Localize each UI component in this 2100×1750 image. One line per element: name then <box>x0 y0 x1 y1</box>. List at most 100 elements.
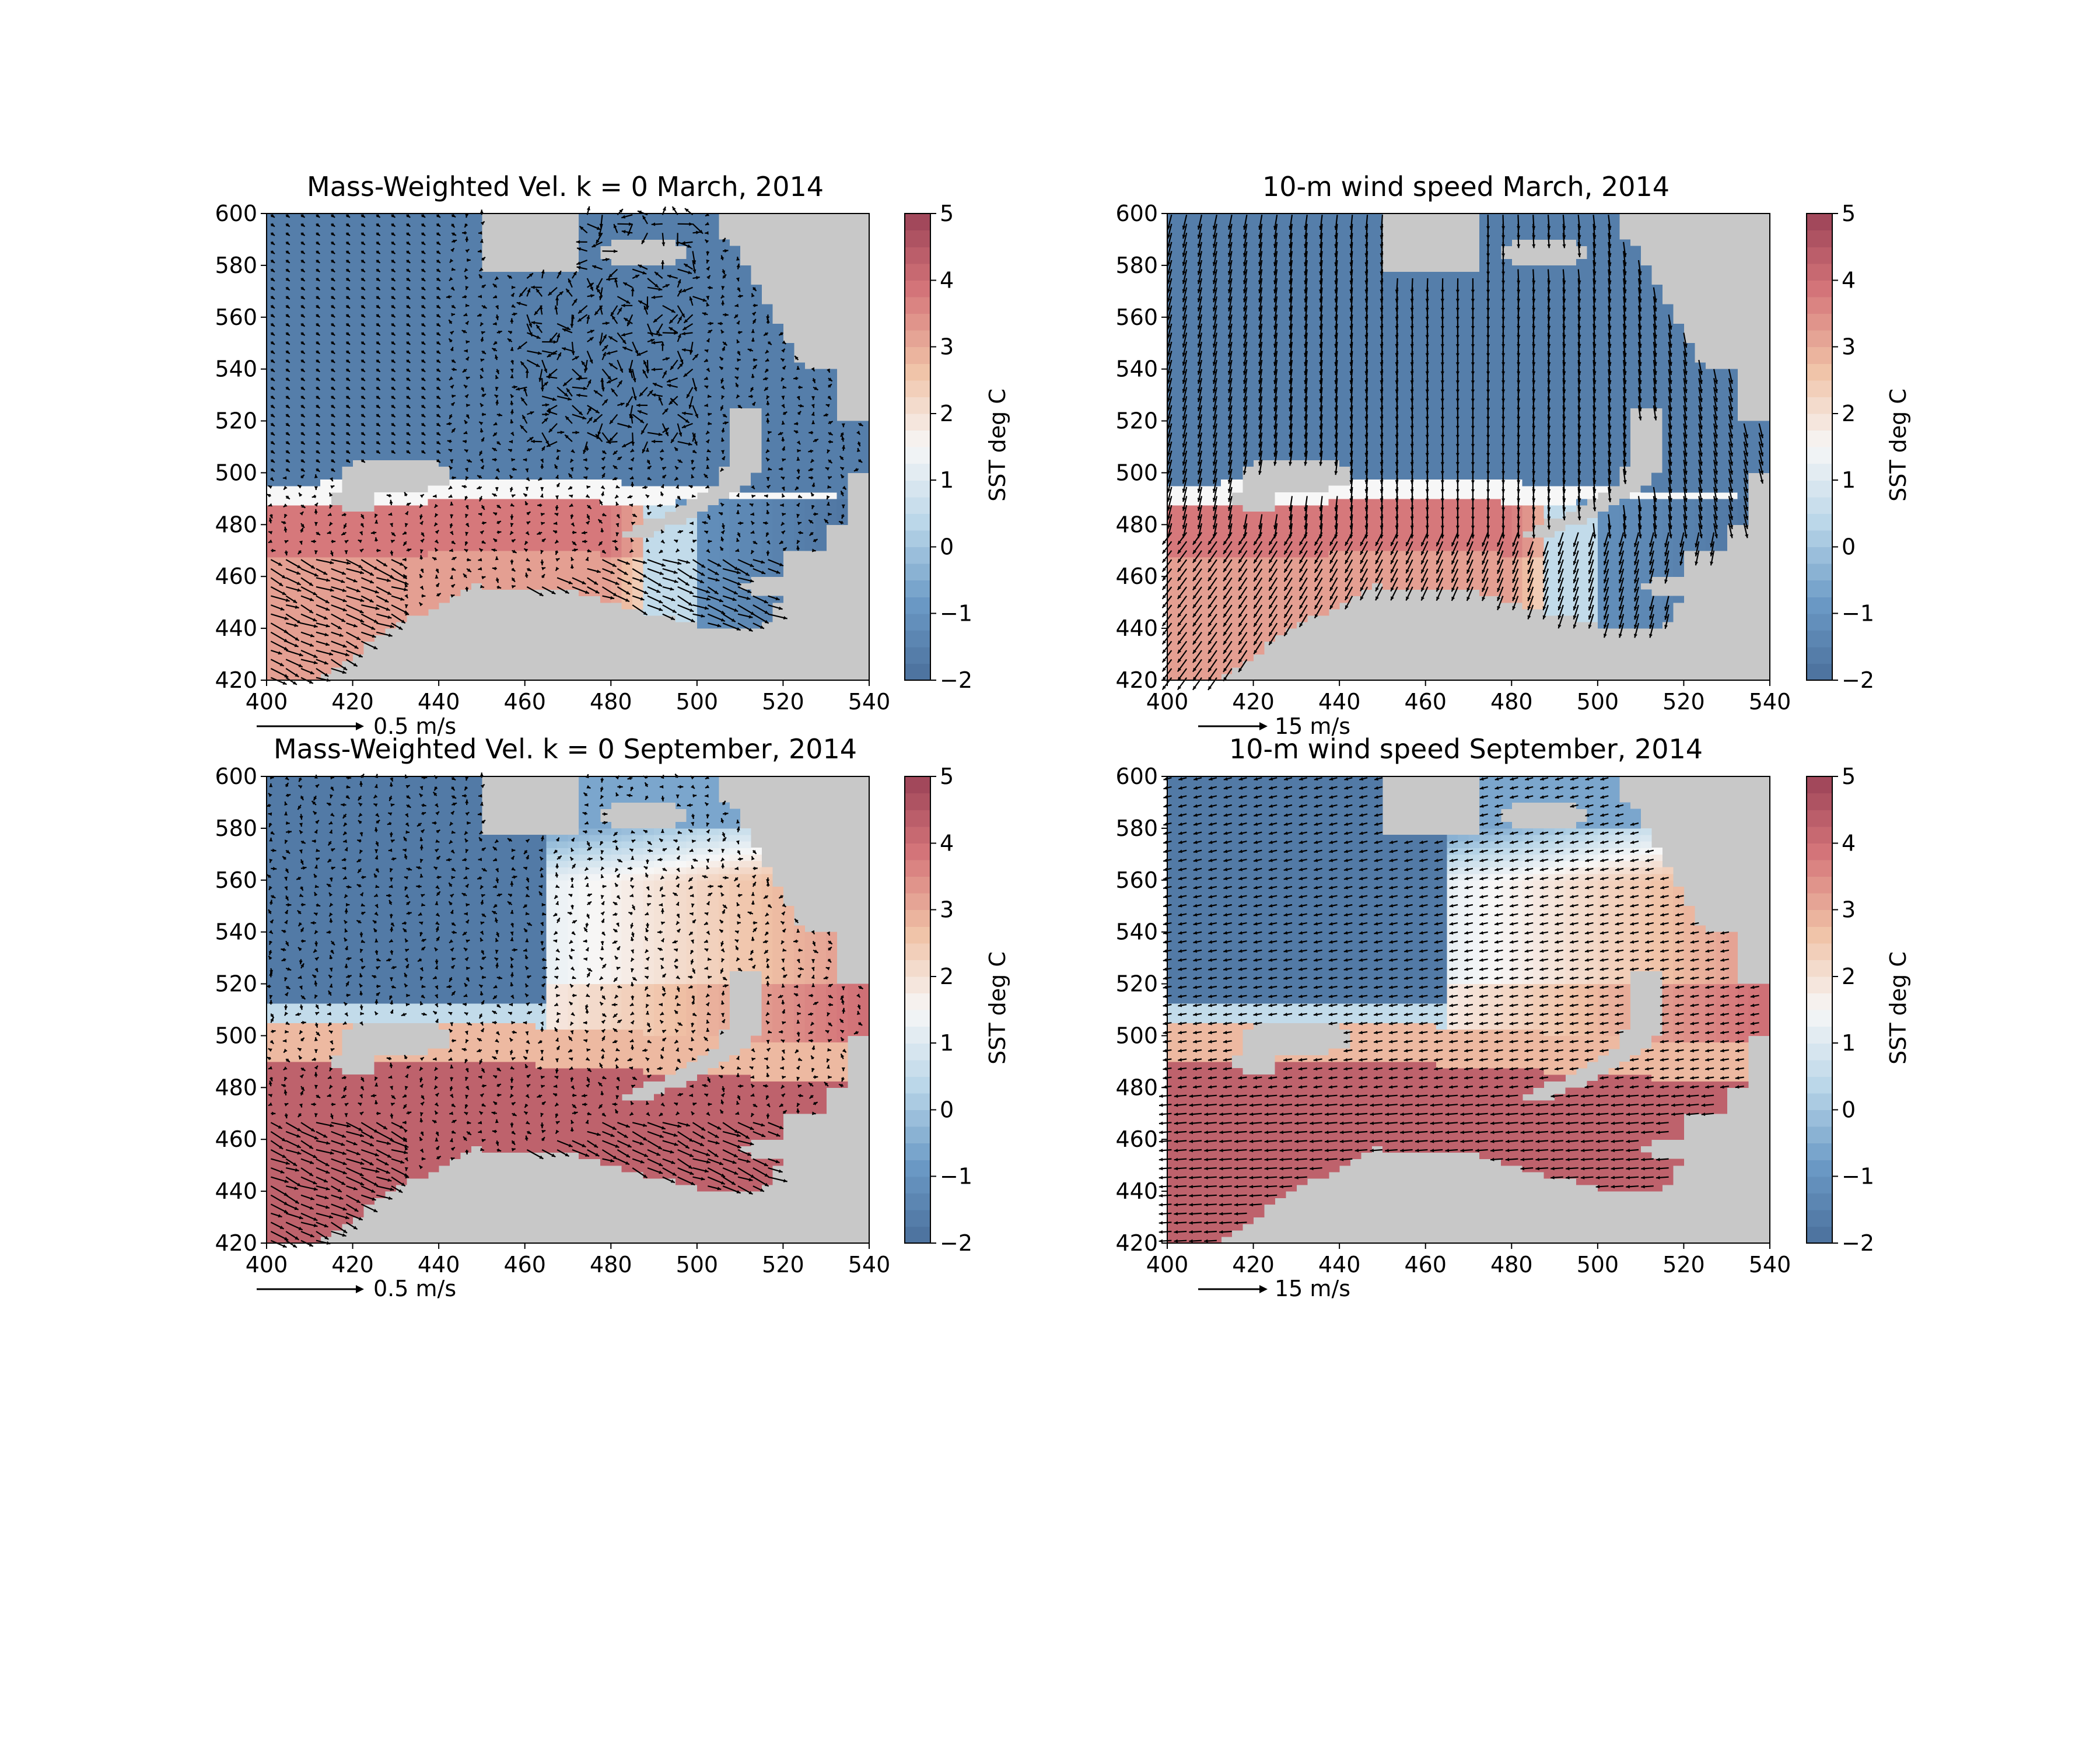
sst-cell <box>762 538 773 545</box>
sst-cell <box>353 453 364 460</box>
sst-cell <box>719 408 730 415</box>
sst-cell <box>783 434 794 441</box>
sst-cell <box>557 428 568 435</box>
sst-cell <box>288 447 299 454</box>
sst-cell <box>331 524 342 531</box>
sst-cell <box>482 551 493 558</box>
sst-cell <box>547 570 558 577</box>
sst-cell <box>804 447 816 454</box>
sst-cell <box>589 317 600 324</box>
sst-cell <box>719 589 730 596</box>
sst-cell <box>482 401 493 408</box>
sst-cell <box>547 505 558 512</box>
sst-cell <box>353 298 364 304</box>
sst-cell <box>267 317 278 324</box>
sst-cell <box>643 343 654 350</box>
sst-cell <box>816 369 827 376</box>
sst-cell <box>450 363 461 370</box>
sst-cell <box>643 499 654 506</box>
sst-cell <box>643 544 654 551</box>
sst-cell <box>363 272 374 279</box>
sst-cell <box>729 388 740 396</box>
sst-cell <box>729 324 740 331</box>
sst-cell <box>547 583 558 590</box>
sst-cell <box>288 220 299 227</box>
sst-cell <box>331 272 342 279</box>
sst-cell <box>299 635 310 642</box>
sst-cell <box>320 311 331 318</box>
sst-cell <box>740 512 751 519</box>
sst-cell <box>816 382 827 389</box>
sst-cell <box>385 291 396 298</box>
sst-cell <box>439 233 450 240</box>
sst-cell <box>697 408 708 415</box>
sst-cell <box>492 376 503 383</box>
sst-cell <box>514 551 525 558</box>
sst-cell <box>471 395 482 402</box>
sst-cell <box>557 363 568 370</box>
sst-cell <box>288 557 299 564</box>
sst-cell <box>396 317 407 324</box>
sst-cell <box>772 363 783 370</box>
sst-cell <box>514 285 525 292</box>
sst-cell <box>492 557 503 564</box>
sst-cell <box>686 401 697 408</box>
sst-cell <box>407 505 418 512</box>
sst-cell <box>622 382 633 389</box>
sst-cell <box>267 518 278 525</box>
sst-cell <box>331 363 342 370</box>
sst-cell <box>439 538 450 545</box>
sst-cell <box>643 317 654 324</box>
sst-cell <box>514 304 525 312</box>
sst-cell <box>514 356 525 363</box>
sst-cell <box>471 524 482 531</box>
sst-cell <box>632 440 643 447</box>
sst-cell <box>353 272 364 279</box>
sst-cell <box>740 603 751 610</box>
sst-cell <box>288 285 299 292</box>
sst-cell <box>772 414 783 421</box>
sst-cell <box>363 226 374 233</box>
sst-cell <box>579 239 590 246</box>
sst-cell <box>654 460 665 467</box>
sst-cell <box>482 278 493 285</box>
sst-cell <box>514 447 525 454</box>
sst-cell <box>277 453 288 460</box>
sst-cell <box>385 583 396 590</box>
sst-cell <box>697 414 708 421</box>
sst-cell <box>310 272 321 279</box>
sst-cell <box>676 524 687 531</box>
sst-cell <box>385 428 396 435</box>
sst-cell <box>320 324 331 331</box>
sst-cell <box>460 551 471 558</box>
sst-cell <box>719 531 730 538</box>
sst-cell <box>547 544 558 551</box>
sst-cell <box>363 330 374 337</box>
sst-cell <box>320 376 331 383</box>
sst-cell <box>385 317 396 324</box>
sst-cell <box>417 453 428 460</box>
sst-cell <box>396 311 407 318</box>
sst-cell <box>611 356 622 363</box>
sst-cell <box>482 324 493 331</box>
sst-cell <box>277 473 288 480</box>
sst-cell <box>579 524 590 531</box>
sst-cell <box>310 421 321 428</box>
sst-cell <box>363 220 374 227</box>
sst-cell <box>719 505 730 512</box>
sst-cell <box>719 304 730 312</box>
sst-cell <box>363 524 374 531</box>
sst-cell <box>848 434 859 441</box>
sst-cell <box>686 428 697 435</box>
sst-cell <box>697 388 708 396</box>
sst-cell <box>460 414 471 421</box>
sst-cell <box>396 414 407 421</box>
sst-cell <box>536 576 547 583</box>
sst-cell <box>310 363 321 370</box>
sst-cell <box>676 298 687 304</box>
sst-cell <box>310 628 321 635</box>
sst-cell <box>385 564 396 570</box>
sst-cell <box>654 214 665 220</box>
sst-cell <box>557 369 568 376</box>
sst-cell <box>396 278 407 285</box>
